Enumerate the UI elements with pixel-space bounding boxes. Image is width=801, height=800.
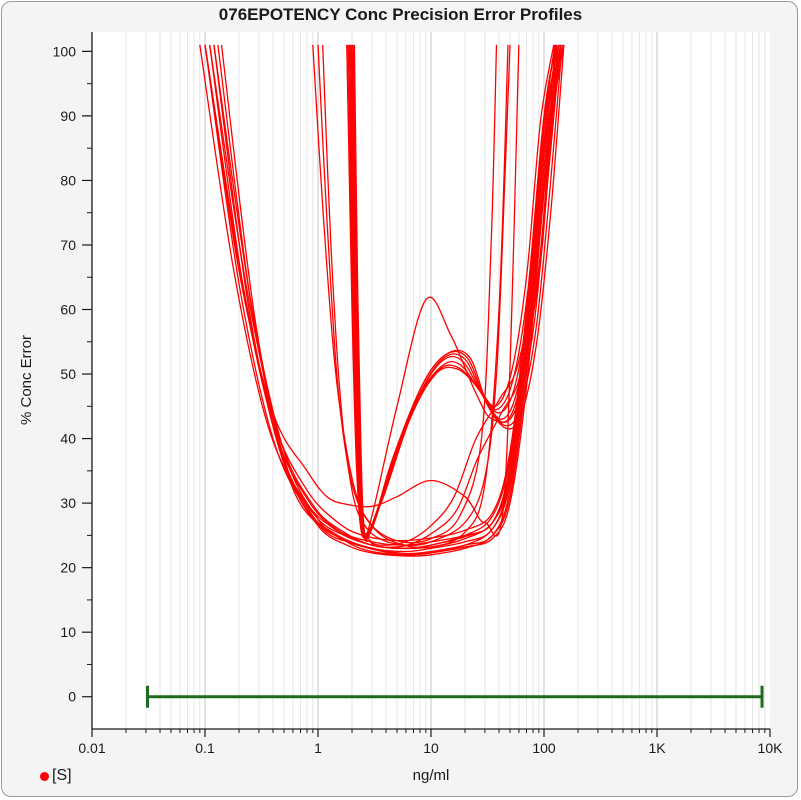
- series-line-20: [348, 44, 556, 546]
- x-axis-title: ng/ml: [413, 767, 450, 784]
- series-line-21: [351, 44, 557, 548]
- y-tick-label: 70: [60, 237, 76, 253]
- series-line-22: [322, 44, 511, 546]
- y-tick-label: 30: [60, 495, 76, 511]
- series-line-23: [312, 44, 498, 544]
- y-tick-label: 100: [53, 43, 77, 59]
- range-bar: [146, 685, 764, 708]
- x-tick-label: 1K: [648, 740, 666, 756]
- x-tick-label: 10: [423, 740, 439, 756]
- x-tick-label: 0.01: [78, 740, 105, 756]
- series-line-24: [317, 44, 509, 549]
- x-ticks: 0.01 0.1 1 10 100 1K 10K: [78, 729, 783, 756]
- y-axis-title: % Conc Error: [18, 335, 35, 425]
- x-tick-label: 10K: [758, 740, 784, 756]
- grid: [125, 32, 766, 729]
- y-tick-label: 50: [60, 366, 76, 382]
- legend-marker: [40, 771, 49, 781]
- x-tick-label: 100: [532, 740, 556, 756]
- y-tick-label: 60: [60, 302, 76, 318]
- chart-title: 076EPOTENCY Conc Precision Error Profile…: [218, 5, 583, 24]
- y-ticks: 0 10 20 30 40 50 60 70 80 90 100: [53, 43, 92, 705]
- legend-label: [S]: [52, 767, 72, 784]
- series-line-18: [353, 44, 565, 540]
- y-tick-label: 80: [60, 172, 76, 188]
- series-line-9: [213, 44, 562, 550]
- series-line-14: [350, 44, 560, 539]
- y-tick-label: 20: [60, 560, 76, 576]
- legend[interactable]: [S]: [40, 767, 72, 785]
- x-tick-label: 0.1: [195, 740, 215, 756]
- series-group: [199, 44, 565, 557]
- x-tick-label: 1: [314, 740, 322, 756]
- y-tick-label: 90: [60, 108, 76, 124]
- series-line-19: [346, 44, 555, 536]
- y-tick-label: 0: [68, 689, 76, 705]
- y-tick-label: 40: [60, 431, 76, 447]
- y-tick-label: 10: [60, 624, 76, 640]
